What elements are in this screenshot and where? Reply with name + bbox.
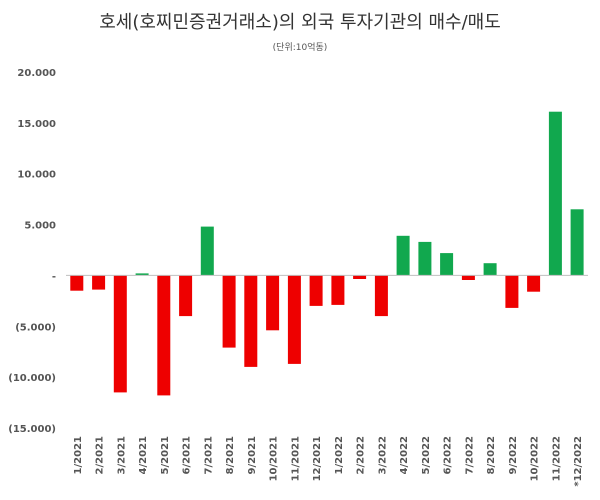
x-tick-label: 1/2021 — [73, 436, 84, 474]
chart-subtitle: (단위:10억동) — [272, 43, 328, 53]
x-tick-label: 2/2021 — [95, 436, 106, 474]
y-tick-label: (5.000) — [15, 322, 56, 333]
x-tick-label: 10/2022 — [530, 436, 541, 481]
bar-11-2022 — [548, 111, 562, 276]
x-tick-label: 5/2021 — [160, 436, 171, 474]
bar-8-2021 — [222, 275, 236, 348]
x-tick-label: 12/2021 — [312, 436, 323, 481]
x-tick-label: 9/2021 — [247, 436, 258, 474]
x-tick-label: 9/2022 — [508, 436, 519, 474]
bar-3-2021 — [113, 275, 127, 393]
bar-1-2021 — [70, 275, 84, 291]
x-tick-label: 1/2022 — [334, 436, 345, 474]
bar-6-2022 — [440, 253, 454, 276]
x-tick-label: 7/2021 — [203, 436, 214, 474]
x-tick-label: 5/2022 — [421, 436, 432, 474]
x-tick-label: 4/2022 — [399, 436, 410, 474]
bar-10-2021 — [266, 275, 280, 331]
chart-title: 호세(호찌민증권거래소)의 외국 투자기관의 매수/매도 — [99, 12, 501, 33]
y-tick-label: (10.000) — [8, 373, 56, 384]
x-axis: 1/2021 2/2021 3/2021 4/2021 5/2021 6/2021 7/20… — [73, 436, 584, 487]
x-tick-label: 3/2021 — [116, 436, 127, 474]
y-axis: 20.000 15.000 10.000 5.000 - (5.000) (10.000) (… — [8, 68, 56, 435]
bar-2-2021 — [92, 275, 106, 290]
y-tick-label: 5.000 — [24, 221, 56, 232]
y-tick-label: 10.000 — [17, 170, 56, 181]
bar-series — [70, 111, 584, 396]
bar-10-2022 — [527, 275, 541, 292]
x-tick-label: *12/2022 — [573, 436, 584, 487]
bar-6-2021 — [179, 275, 193, 317]
bar-3-2022 — [374, 275, 388, 317]
bar-1-2022 — [331, 275, 345, 305]
y-tick-label: - — [52, 271, 56, 282]
bar-4-2022 — [396, 235, 410, 276]
bar--12-2022 — [570, 209, 584, 276]
x-tick-label: 7/2022 — [464, 436, 475, 474]
x-tick-label: 8/2022 — [486, 436, 497, 474]
y-tick-label: (15.000) — [8, 424, 56, 435]
x-tick-label: 3/2022 — [377, 436, 388, 474]
bar-8-2022 — [483, 263, 497, 276]
x-tick-label: 10/2021 — [269, 436, 280, 481]
x-tick-label: 4/2021 — [138, 436, 149, 474]
bar-5-2022 — [418, 241, 432, 276]
y-tick-label: 15.000 — [17, 119, 56, 130]
bar-4-2021 — [135, 273, 149, 276]
y-tick-label: 20.000 — [17, 68, 56, 79]
bar-11-2021 — [287, 275, 301, 364]
bar-9-2022 — [505, 275, 519, 308]
bar-2-2022 — [353, 275, 367, 279]
bar-9-2021 — [244, 275, 258, 367]
bar-5-2021 — [157, 275, 171, 396]
bar-12-2021 — [309, 275, 323, 306]
bar-7-2022 — [461, 275, 475, 280]
bar-7-2021 — [200, 226, 214, 276]
x-tick-label: 11/2021 — [290, 436, 301, 481]
x-tick-label: 2/2022 — [356, 436, 367, 474]
x-tick-label: 8/2021 — [225, 436, 236, 474]
x-tick-label: 6/2021 — [182, 436, 193, 474]
x-tick-label: 11/2022 — [551, 436, 562, 481]
x-tick-label: 6/2022 — [443, 436, 454, 474]
